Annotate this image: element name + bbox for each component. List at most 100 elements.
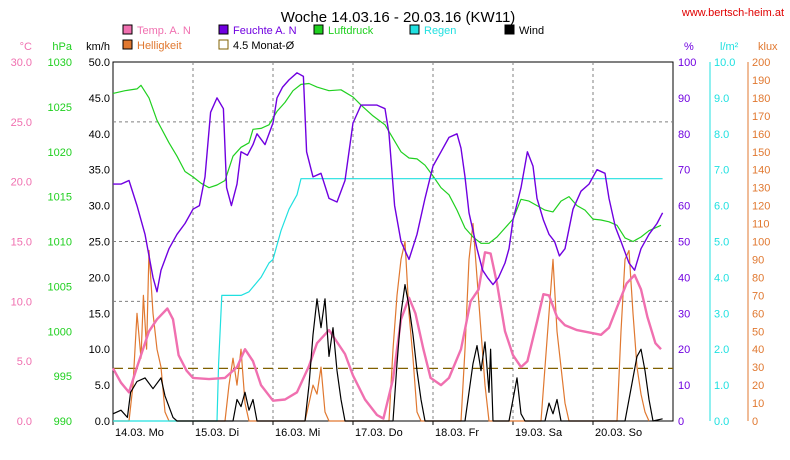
data-point-luftdruck: [148, 97, 149, 98]
data-point-feuchte: [276, 97, 277, 98]
data-point-temp: [128, 392, 129, 393]
data-point-feuchte: [144, 234, 145, 235]
data-point-luftdruck: [440, 187, 441, 188]
data-point-feuchte: [272, 122, 273, 123]
data-point-helligkeit: [328, 420, 329, 421]
data-point-wind: [468, 392, 469, 393]
data-point-regen: [280, 230, 281, 231]
data-point-feuchte: [572, 209, 573, 210]
data-point-feuchte: [296, 72, 297, 73]
data-point-luftdruck: [352, 96, 353, 97]
data-point-wind: [464, 420, 465, 421]
data-point-wind: [256, 420, 257, 421]
data-point-luftdruck: [136, 88, 137, 89]
y-tick-label-luftdruck: 995: [54, 371, 72, 383]
data-point-feuchte: [112, 184, 113, 185]
legend-swatch-avg: [218, 39, 229, 50]
data-point-feuchte: [306, 151, 307, 152]
legend-swatch-luftdruck: [313, 24, 324, 35]
y-tick-label-temp: 5.0: [17, 356, 32, 368]
data-point-wind: [236, 399, 237, 400]
data-point-feuchte: [640, 248, 641, 249]
series-line-feuchte: [113, 72, 664, 293]
y-tick-label-helligkeit: 110: [752, 219, 770, 231]
data-point-feuchte: [424, 198, 425, 199]
data-point-feuchte: [620, 241, 621, 242]
data-point-regen: [260, 277, 261, 278]
y-tick-label-feuchte: 100: [678, 57, 696, 69]
data-point-helligkeit: [636, 367, 637, 368]
data-point-regen: [662, 178, 663, 179]
data-point-luftdruck: [248, 142, 249, 143]
data-point-helligkeit: [548, 313, 549, 314]
axes: 14.03. Mo 15.03. Di 16.03. Mi 17.03. Do 18.0…: [11, 41, 778, 439]
data-point-helligkeit: [240, 349, 241, 350]
y-tick-label-feuchte: 20: [678, 344, 690, 356]
data-point-temp: [148, 331, 149, 332]
data-point-helligkeit: [420, 420, 421, 421]
data-point-helligkeit: [244, 403, 245, 404]
y-tick-label-feuchte: 70: [678, 165, 690, 177]
y-tick-label-helligkeit: 10: [752, 398, 764, 410]
data-point-helligkeit: [316, 394, 317, 395]
data-point-feuchte: [476, 248, 477, 249]
x-tick-label: 18.03. Fr: [435, 427, 479, 439]
data-point-regen: [512, 178, 513, 179]
data-point-temp: [186, 370, 187, 371]
data-point-helligkeit: [552, 259, 553, 260]
data-point-feuchte: [520, 187, 521, 188]
data-point-luftdruck: [140, 85, 141, 86]
data-point-wind: [164, 395, 165, 396]
data-point-luftdruck: [168, 142, 169, 143]
data-point-luftdruck: [416, 158, 417, 159]
data-point-temp: [296, 392, 297, 393]
data-point-wind: [490, 349, 491, 350]
y-tick-label-regen: 7.0: [714, 165, 729, 177]
data-point-helligkeit: [156, 349, 157, 350]
data-point-feuchte: [504, 262, 505, 263]
data-point-feuchte: [498, 277, 499, 278]
data-point-helligkeit: [640, 394, 641, 395]
data-point-helligkeit: [464, 349, 465, 350]
data-point-helligkeit: [136, 313, 137, 314]
data-point-luftdruck: [576, 205, 577, 206]
data-point-regen: [300, 178, 301, 179]
y-tick-label-helligkeit: 40: [752, 344, 764, 356]
data-point-temp: [496, 283, 497, 284]
data-point-feuchte: [543, 219, 544, 220]
y-tick-label-helligkeit: 140: [752, 165, 770, 177]
data-point-feuchte: [634, 270, 635, 271]
y-tick-label-helligkeit: 60: [752, 308, 764, 320]
data-point-wind: [244, 392, 245, 393]
data-point-temp: [655, 343, 656, 344]
data-point-feuchte: [564, 248, 565, 249]
data-point-temp: [543, 294, 544, 295]
data-point-luftdruck: [560, 201, 561, 202]
data-point-feuchte: [226, 187, 227, 188]
data-point-temp: [167, 308, 168, 309]
data-point-feuchte: [236, 184, 237, 185]
y-tick-label-wind: 20.0: [89, 272, 110, 284]
data-point-wind: [252, 399, 253, 400]
site-link[interactable]: www.bertsch-heim.at: [681, 7, 784, 19]
data-point-wind: [552, 413, 553, 414]
data-point-helligkeit: [484, 385, 485, 386]
data-point-luftdruck: [372, 115, 373, 116]
data-point-feuchte: [596, 169, 597, 170]
data-point-feuchte: [210, 112, 211, 113]
data-point-luftdruck: [408, 157, 409, 158]
data-point-luftdruck: [184, 171, 185, 172]
y-tick-label-helligkeit: 200: [752, 57, 770, 69]
data-point-feuchte: [303, 76, 304, 77]
y-tick-label-regen: 10.0: [714, 57, 735, 69]
data-point-luftdruck: [216, 184, 217, 185]
data-point-wind: [176, 420, 177, 421]
y-tick-label-feuchte: 30: [678, 308, 690, 320]
data-point-wind: [400, 313, 401, 314]
y-tick-label-helligkeit: 180: [752, 93, 770, 105]
data-point-helligkeit: [632, 313, 633, 314]
data-point-luftdruck: [504, 227, 505, 228]
data-point-temp: [284, 399, 285, 400]
data-point-temp: [564, 325, 565, 326]
data-point-helligkeit: [480, 331, 481, 332]
